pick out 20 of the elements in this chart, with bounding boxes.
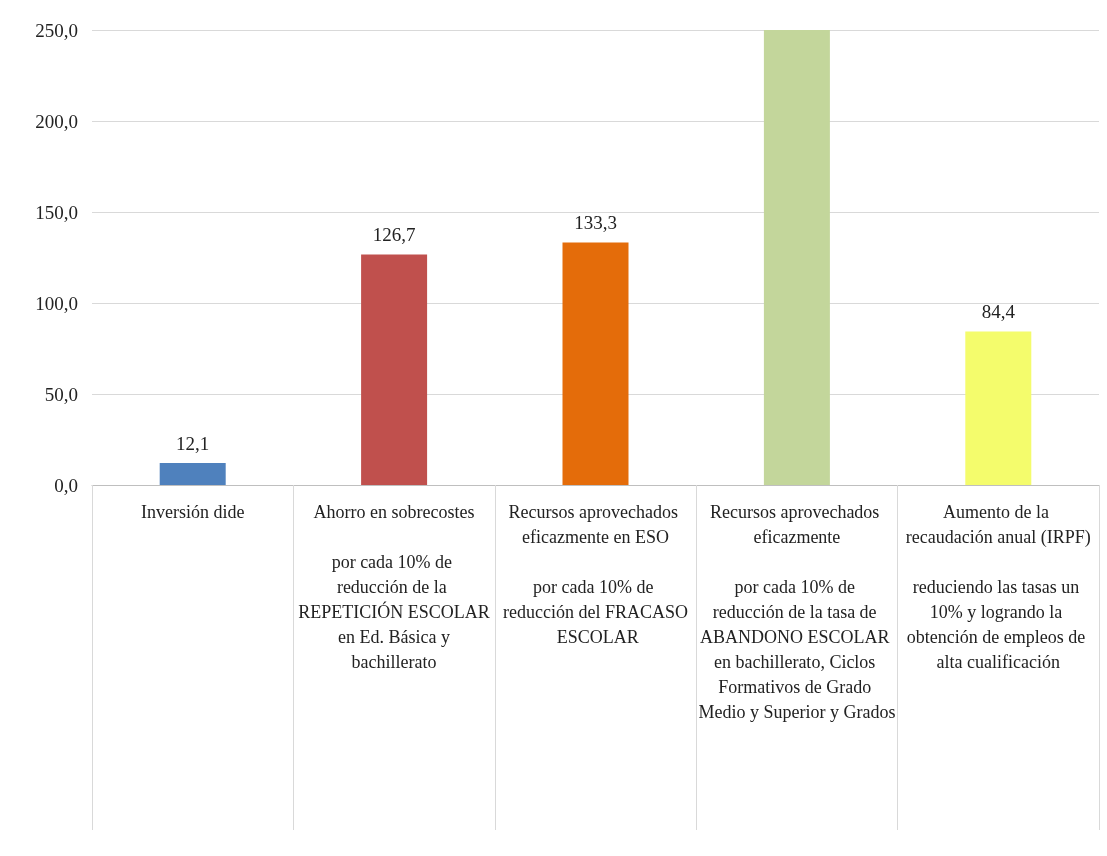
y-tick-label: 200,0	[35, 110, 78, 132]
y-tick-label: 250,0	[35, 19, 78, 41]
bar	[361, 254, 428, 485]
data-label: 12,1	[176, 432, 210, 454]
bar	[562, 242, 629, 485]
category-label: Recursos aprovechados eficazmente por cada 10% de reducción de la tasa de ABANDONO ESCOLAR en bachillerato, Ciclos Formativos de Grado Medio y Superior y Grados	[698, 501, 896, 722]
bar	[763, 30, 830, 485]
category-label: Aumento de la recaudación anual (IRPF) reduciendo las tasas un 10% y logrando la obtención de empleos de alta cualificación	[905, 501, 1091, 672]
y-tick-label: 50,0	[44, 383, 78, 405]
bar	[965, 331, 1032, 485]
data-label: 133,3	[574, 212, 617, 234]
bar	[159, 462, 226, 485]
x-tick-label: Inversión dide	[140, 501, 245, 522]
y-tick-label: 150,0	[35, 201, 78, 223]
y-tick-label: 100,0	[35, 292, 78, 314]
y-tick-label: 0,0	[54, 474, 78, 496]
data-label: 84,4	[981, 301, 1016, 323]
category-label: Ahorro en sobrecostes por cada 10% de reducción de la REPETICIÓN ESCOLAR en Ed. Básica y bachillerato	[298, 501, 490, 672]
data-label: 126,7	[372, 224, 416, 246]
category-label: Recursos aprovechados eficazmente en ESO por cada 10% de reducción del FRACASO ESCOLAR	[503, 501, 688, 647]
